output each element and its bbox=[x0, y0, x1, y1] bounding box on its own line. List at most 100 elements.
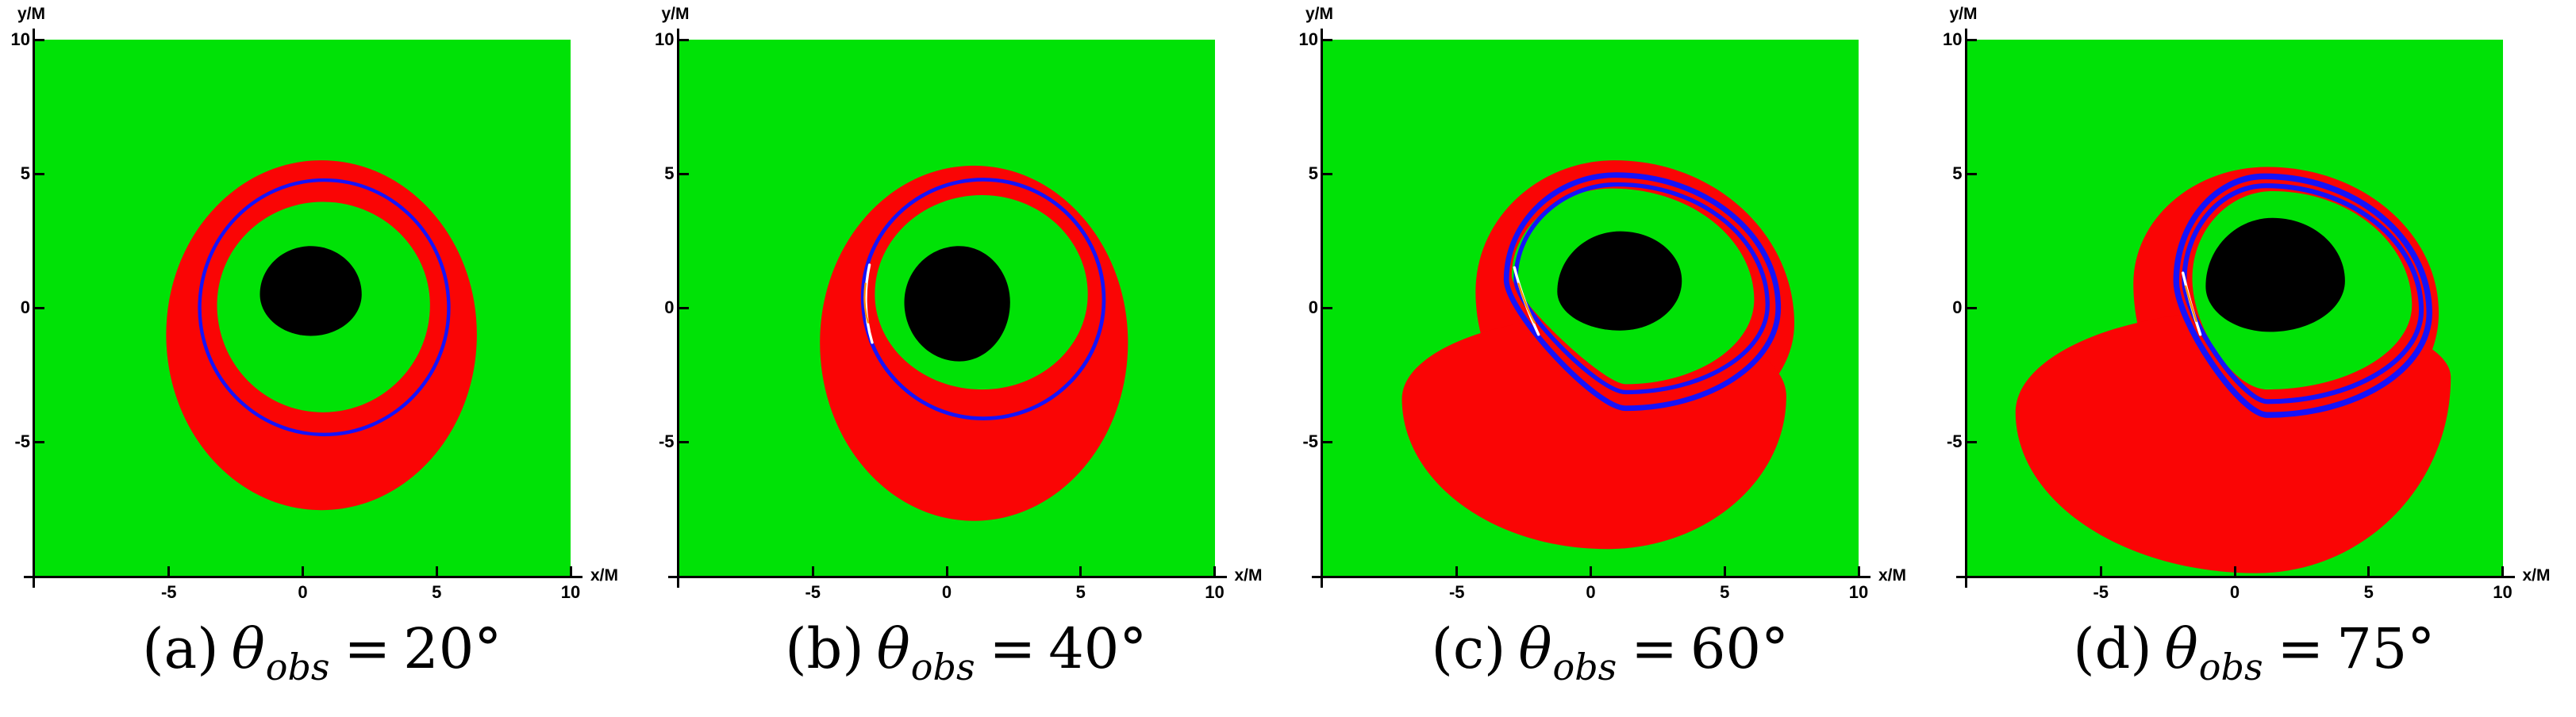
y-tick-label: 10 bbox=[10, 29, 30, 49]
caption-equals: = bbox=[989, 616, 1036, 681]
x-tick bbox=[569, 566, 572, 576]
y-tick-label: 0 bbox=[1952, 297, 1963, 317]
x-axis-label: x/M bbox=[1878, 566, 1907, 585]
y-tick bbox=[35, 172, 44, 175]
plot-area bbox=[1323, 40, 1859, 576]
x-axis-line bbox=[1312, 576, 1870, 578]
artifact-arc bbox=[863, 263, 874, 344]
y-tick bbox=[679, 38, 689, 41]
y-tick bbox=[1323, 306, 1332, 309]
y-tick-label: 5 bbox=[664, 163, 675, 183]
artifact-arc bbox=[1517, 282, 1536, 324]
y-tick-label: 10 bbox=[1298, 29, 1318, 49]
panel-a: y/M x/M (a) θobs = 20° -5 0 5 10 10 5 0 -5 bbox=[0, 0, 644, 717]
artifact-arc bbox=[2184, 285, 2197, 323]
region-plot-canvas bbox=[2015, 167, 2451, 573]
y-tick-label: 10 bbox=[1943, 29, 1963, 49]
blue-lensed-ring bbox=[2181, 183, 2424, 405]
black-hole-shadow bbox=[1557, 231, 1682, 331]
y-tick-label: 0 bbox=[1308, 297, 1318, 317]
black-hole-shadow bbox=[904, 246, 1010, 362]
y-axis-label: y/M bbox=[661, 5, 690, 23]
caption-angle-value: 60° bbox=[1690, 616, 1789, 681]
y-tick-label: 5 bbox=[1308, 163, 1318, 183]
x-tick bbox=[2233, 566, 2236, 576]
x-tick-label: 0 bbox=[941, 582, 952, 602]
panel-b: y/M x/M (b) θobs = 40° -5 0 5 10 10 5 0 -5 bbox=[644, 0, 1289, 717]
y-tick bbox=[679, 172, 689, 175]
plot-area bbox=[1967, 40, 2503, 576]
y-tick bbox=[1967, 440, 1977, 443]
caption-subscript: obs bbox=[265, 646, 330, 688]
plot-area bbox=[679, 40, 1215, 576]
caption-angle-value: 40° bbox=[1048, 616, 1148, 681]
x-tick bbox=[1857, 566, 1860, 576]
artifact-arc bbox=[863, 282, 869, 324]
y-axis-label: y/M bbox=[17, 5, 46, 23]
y-tick bbox=[1323, 38, 1332, 41]
plot-area bbox=[35, 40, 571, 576]
region-plot-canvas bbox=[1401, 160, 1794, 550]
y-axis-line bbox=[33, 29, 35, 588]
x-tick-label: 0 bbox=[2229, 582, 2240, 602]
x-axis-label: x/M bbox=[2522, 566, 2551, 585]
y-axis-label: y/M bbox=[1949, 5, 1978, 23]
x-axis-line bbox=[1955, 576, 2515, 578]
caption: (c) θobs = 60° bbox=[1288, 616, 1932, 688]
caption-prefix: (b) bbox=[785, 616, 864, 681]
blue-lensed-ring bbox=[860, 178, 1105, 420]
y-tick-label: 0 bbox=[664, 297, 675, 317]
caption-theta-symbol: θ bbox=[1518, 616, 1552, 681]
x-tick bbox=[2501, 566, 2504, 576]
blue-lensed-ring bbox=[1513, 182, 1770, 395]
y-tick bbox=[1967, 172, 1977, 175]
caption: (b) θobs = 40° bbox=[644, 616, 1289, 688]
caption-subscript: obs bbox=[2198, 646, 2263, 688]
x-tick-label: 10 bbox=[1848, 582, 1869, 602]
caption-prefix: (c) bbox=[1431, 616, 1506, 681]
x-tick bbox=[167, 566, 171, 576]
y-tick-label: 5 bbox=[1952, 163, 1963, 183]
caption-equals: = bbox=[344, 616, 391, 681]
x-tick bbox=[302, 566, 304, 576]
red-disk-region bbox=[1401, 316, 1786, 550]
x-tick-label: -5 bbox=[2093, 582, 2109, 602]
x-tick bbox=[2099, 566, 2102, 576]
y-tick-label: -5 bbox=[1946, 431, 1963, 451]
x-tick bbox=[1079, 566, 1082, 576]
caption-equals: = bbox=[1631, 616, 1678, 681]
blue-lensed-ring bbox=[198, 178, 451, 437]
caption: (d) θobs = 75° bbox=[1932, 616, 2576, 688]
y-axis-line bbox=[1964, 29, 1967, 588]
x-tick-label: 0 bbox=[298, 582, 308, 602]
x-tick-label: 5 bbox=[2363, 582, 2374, 602]
x-tick bbox=[1590, 566, 1592, 576]
x-tick-label: 10 bbox=[1205, 582, 1225, 602]
x-tick-label: -5 bbox=[805, 582, 821, 602]
blue-lensed-ring bbox=[2173, 173, 2432, 418]
x-tick bbox=[945, 566, 948, 576]
x-tick-label: 5 bbox=[1720, 582, 1730, 602]
x-axis-line bbox=[24, 576, 582, 578]
y-tick bbox=[35, 306, 44, 309]
x-tick-label: 10 bbox=[560, 582, 581, 602]
caption-angle-value: 75° bbox=[2336, 616, 2436, 681]
y-tick bbox=[1967, 38, 1977, 41]
caption-equals: = bbox=[2277, 616, 2324, 681]
x-tick-label: 5 bbox=[1075, 582, 1086, 602]
blue-lensed-ring bbox=[1503, 172, 1782, 412]
y-tick bbox=[35, 38, 44, 41]
black-hole-shadow bbox=[2205, 217, 2345, 332]
x-tick bbox=[1213, 566, 1216, 576]
x-axis-label: x/M bbox=[590, 566, 619, 585]
x-axis-label: x/M bbox=[1234, 566, 1263, 585]
x-tick bbox=[1455, 566, 1459, 576]
panel-c: y/M x/M (c) θobs = 60° -5 0 5 10 10 5 0 -5 bbox=[1288, 0, 1932, 717]
x-tick bbox=[2367, 566, 2370, 576]
caption-prefix: (d) bbox=[2073, 616, 2152, 681]
y-tick bbox=[35, 440, 44, 443]
y-axis-label: y/M bbox=[1305, 5, 1334, 23]
y-tick bbox=[1967, 306, 1977, 309]
x-tick bbox=[811, 566, 814, 576]
